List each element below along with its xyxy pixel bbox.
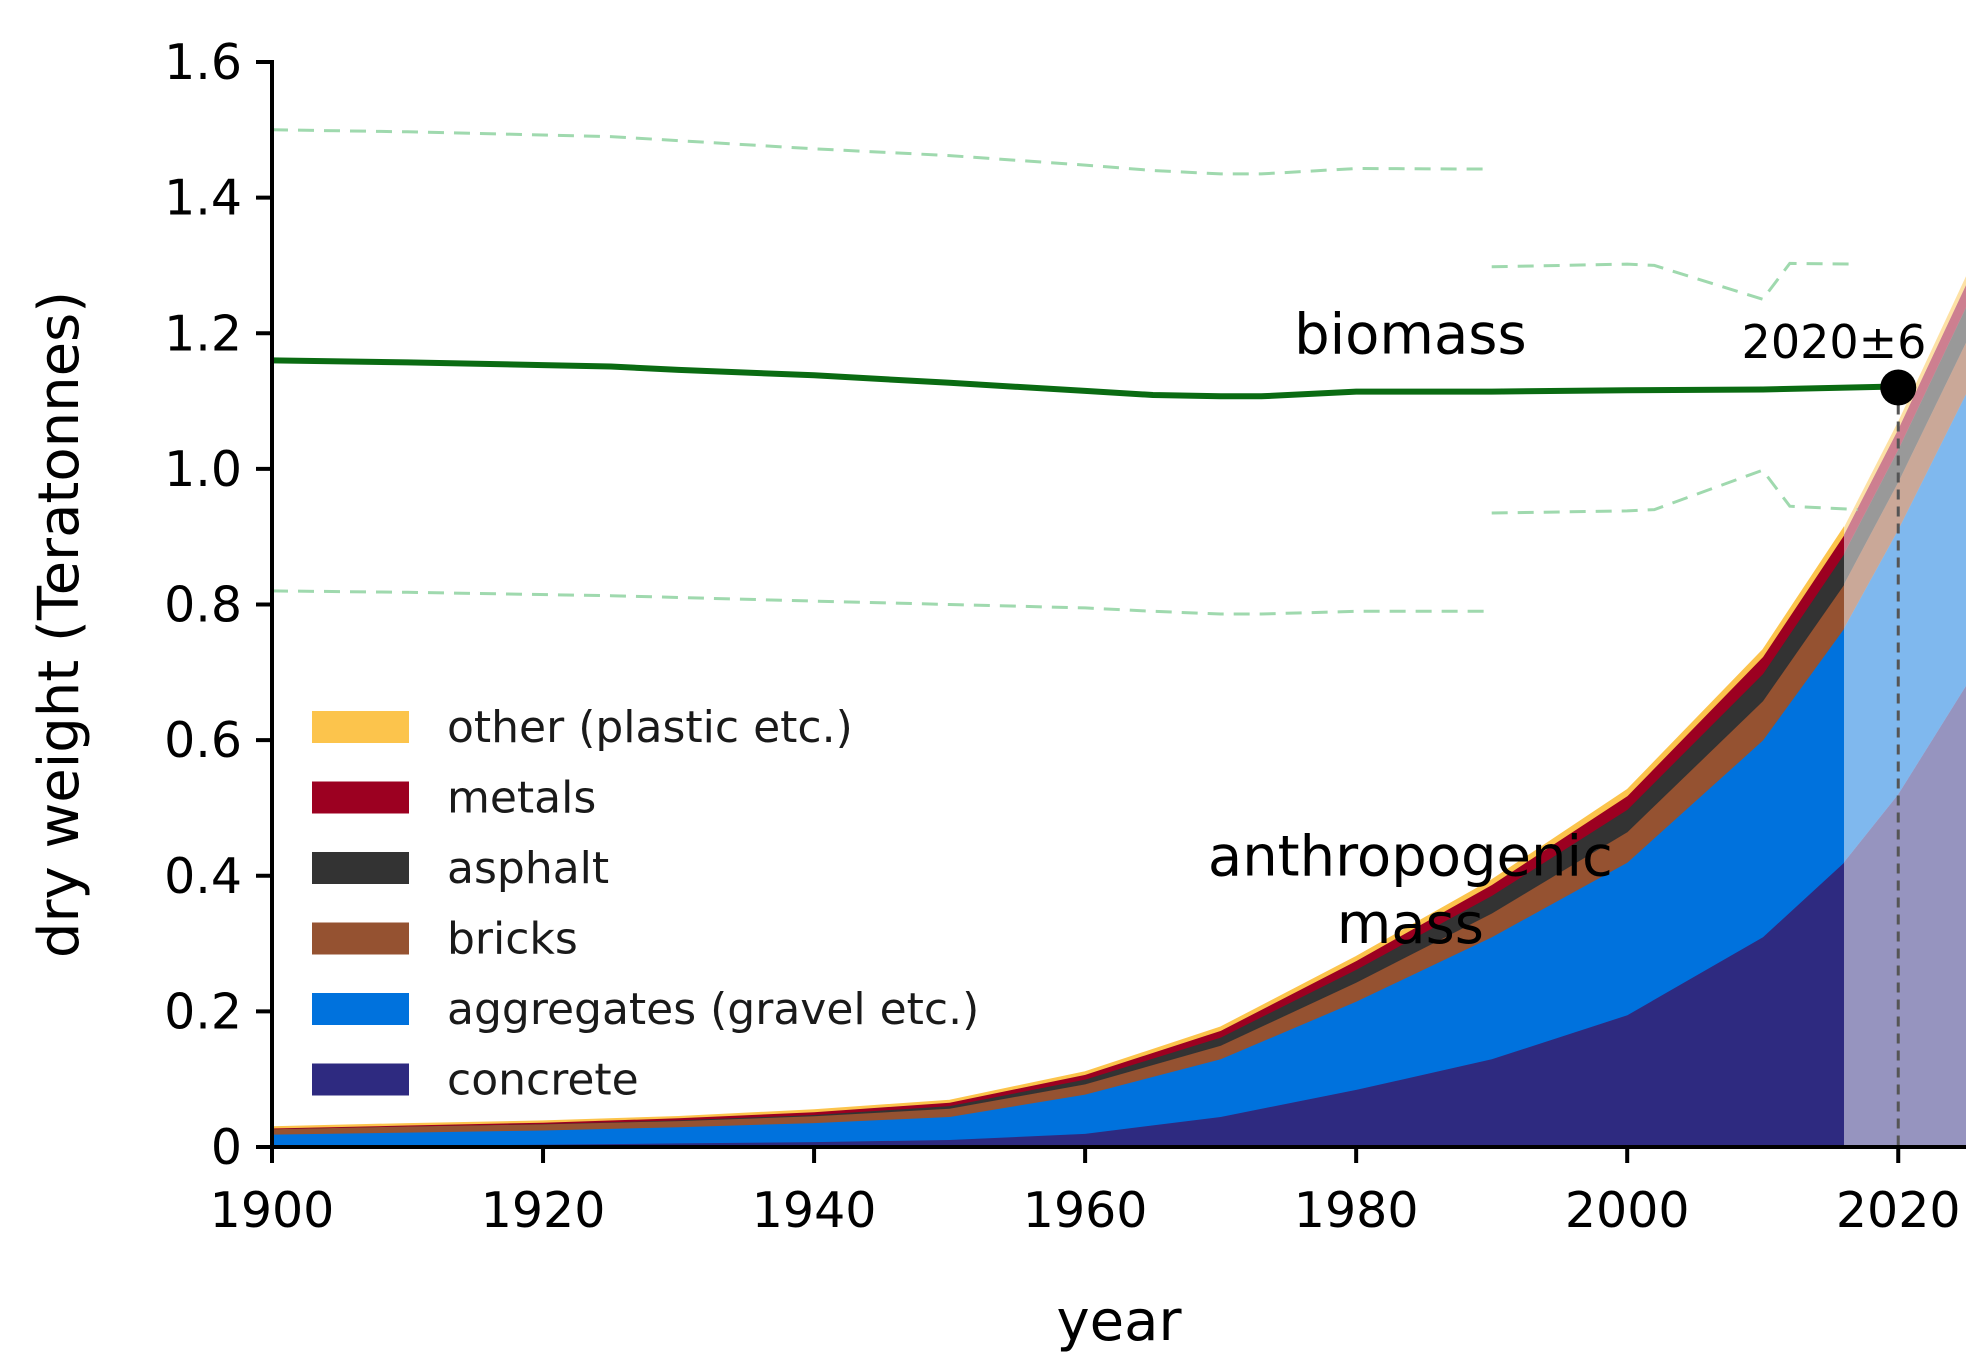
y-tick-label: 1.4 — [164, 170, 242, 227]
area-other-plastic-etc — [272, 526, 1845, 1129]
legend-label-metals: metals — [447, 773, 596, 824]
crossover-marker-group: 2020±6 — [1742, 315, 1927, 1147]
legend-label-bricks: bricks — [447, 914, 578, 965]
area-projection-concrete — [1844, 685, 1966, 1147]
legend-swatch-other-plastic-etc — [312, 711, 409, 743]
uncertainty-band-line-1 — [271, 128, 1492, 176]
annotation-mass: mass — [1337, 892, 1484, 957]
x-tick-label: 2020 — [1836, 1182, 1961, 1239]
legend-swatch-bricks — [312, 922, 409, 955]
y-tick-label: 1.0 — [164, 441, 242, 498]
area-projection-aggregates-gravel-etc — [1844, 394, 1966, 863]
legend-swatch-aggregates-gravel-etc — [312, 993, 409, 1025]
crossover-point — [1880, 369, 1917, 406]
crossover-label: 2020±6 — [1742, 315, 1927, 369]
area-projection-metals — [1844, 285, 1966, 554]
legend-swatch-metals — [312, 781, 409, 814]
uncertainty-band-line-3 — [1491, 261, 1858, 302]
x-tick-label: 1900 — [210, 1182, 335, 1239]
y-axis-title: dry weight (Teratonnes) — [27, 291, 92, 958]
x-tick-label: 1980 — [1294, 1182, 1419, 1239]
uncertainty-band-line-4 — [1491, 468, 1858, 515]
y-tick-label: 0 — [211, 1119, 242, 1176]
legend: other (plastic etc.) metals asphalt bricks a… — [312, 702, 979, 1106]
biomass-series — [271, 357, 1899, 400]
y-tick-label: 0.2 — [164, 983, 242, 1040]
biomass-uncertainty-bands — [271, 128, 1858, 616]
stacked-areas — [272, 276, 1966, 1148]
legend-label-asphalt: asphalt — [447, 843, 609, 894]
axes: 0 0.2 0.4 0.6 0.8 1.0 1.2 1.4 1.6 1900 1920 1940 196… — [27, 34, 1966, 1354]
legend-swatch-concrete — [312, 1063, 409, 1096]
x-tick-label: 1940 — [752, 1182, 877, 1239]
area-projection-other-plastic-etc — [1844, 276, 1966, 535]
y-tick-label: 0.6 — [164, 712, 242, 769]
y-tick-label: 0.4 — [164, 848, 242, 905]
legend-label-other-plastic-etc: other (plastic etc.) — [447, 702, 853, 753]
x-tick-label: 1920 — [481, 1182, 606, 1239]
x-axis-title: year — [1057, 1289, 1183, 1354]
uncertainty-band-line-2 — [271, 589, 1492, 616]
legend-label-concrete: concrete — [447, 1055, 639, 1106]
y-tick-label: 0.8 — [164, 577, 242, 634]
y-tick-label: 1.2 — [164, 305, 242, 362]
annotation-anthropogenic: anthropogenic — [1208, 824, 1613, 889]
legend-label-aggregates-gravel-etc: aggregates (gravel etc.) — [447, 984, 979, 1035]
x-tick-label: 1960 — [1023, 1182, 1148, 1239]
area-projection-bricks — [1844, 342, 1966, 629]
x-tick-label: 2000 — [1565, 1182, 1690, 1239]
annotation-biomass: biomass — [1294, 302, 1527, 367]
area-projection-asphalt — [1844, 307, 1966, 585]
biomass-line — [271, 357, 1885, 400]
y-tick-label: 1.6 — [164, 34, 242, 91]
legend-swatch-asphalt — [312, 852, 409, 884]
